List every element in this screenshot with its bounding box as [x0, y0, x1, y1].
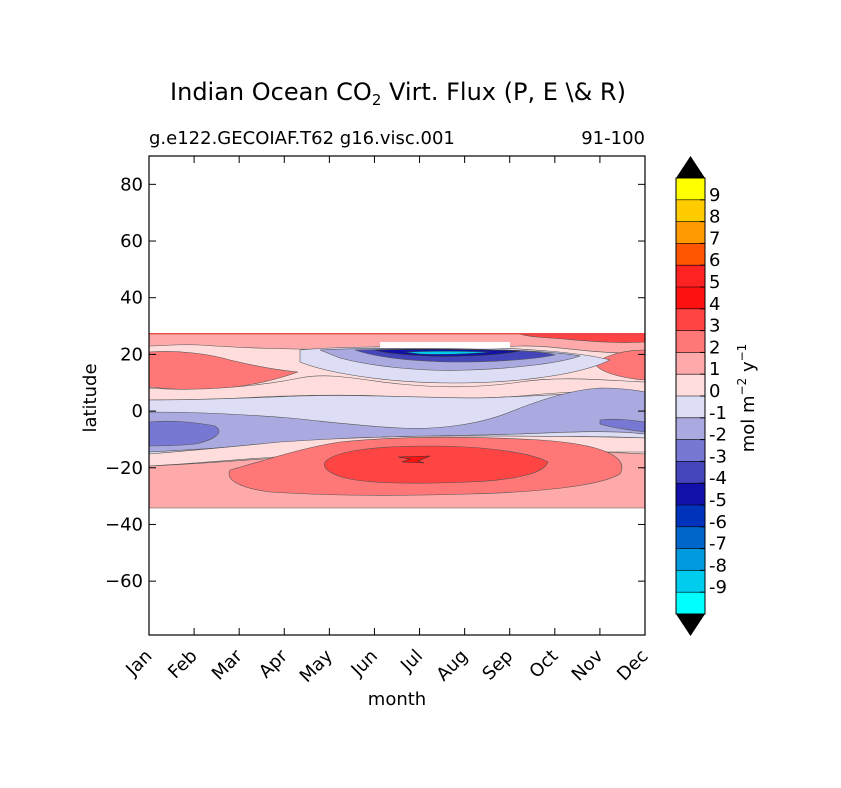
colorbar-tick-label: -4 — [709, 468, 727, 489]
x-tick-label: Jul — [396, 646, 427, 677]
colorbar-tick-label: -2 — [709, 425, 727, 446]
y-tick-label: 20 — [120, 344, 143, 365]
colorbar-tick-label: 7 — [709, 228, 720, 249]
colorbar-tick-label: 6 — [709, 250, 720, 271]
colorbar-swatch — [676, 526, 705, 549]
y-tick-label: −20 — [105, 458, 143, 479]
x-tick-label: May — [296, 645, 337, 686]
colorbar-swatch — [676, 243, 705, 266]
colorbar-swatch — [676, 352, 705, 375]
colorbar-swatch — [676, 287, 705, 310]
colorbar-swatch — [676, 461, 705, 484]
colorbar-tick-label: 0 — [709, 381, 720, 402]
colorbar-tick-label: -8 — [709, 555, 727, 576]
colorbar-swatch — [676, 265, 705, 288]
x-tick-label: Sep — [478, 646, 517, 685]
subtitle-left: g.e122.GECOIAF.T62 g16.visc.001 — [149, 128, 455, 149]
colorbar-swatch — [676, 396, 705, 419]
x-tick-label: Aug — [432, 646, 472, 686]
colorbar-tick-label: 5 — [709, 272, 720, 293]
colorbar-swatch — [676, 439, 705, 462]
y-tick-label: 60 — [120, 231, 143, 252]
y-tick-label: 40 — [120, 288, 143, 309]
colorbar-tick-label: -5 — [709, 490, 727, 511]
colorbar-tick-label: 8 — [709, 207, 720, 228]
x-tick-label: Mar — [208, 645, 247, 684]
x-tick-label: Oct — [525, 646, 562, 683]
x-tick-label: Jan — [121, 646, 156, 681]
monsoon-negative-cyan — [404, 351, 491, 355]
colorbar-swatch — [676, 505, 705, 528]
colorbar-swatch — [676, 417, 705, 440]
colorbar-tick-label: 9 — [709, 185, 720, 206]
equatorial-negative-west — [149, 420, 220, 447]
x-tick-label: Nov — [568, 645, 608, 685]
title-rest: Virt. Flux (P, E \& R) — [381, 78, 626, 106]
colorbar-swatch — [676, 178, 705, 201]
monsoon-white-cap — [380, 342, 510, 348]
y-tick-label: −40 — [105, 514, 143, 535]
colorbar-tick-label: -1 — [709, 403, 727, 424]
colorbar-label-main: mol m — [738, 395, 759, 452]
colorbar-label: mol m−2 y−1 — [735, 344, 759, 453]
colorbar-tick-label: -6 — [709, 512, 727, 533]
plot-area: 80 60 40 20 0 −20 −40 −60 Jan Feb Mar Apr May Jun Jul… — [105, 155, 653, 687]
contour-field — [149, 333, 645, 509]
title-main: Indian Ocean CO — [170, 78, 372, 106]
colorbar-tick-label: -9 — [709, 577, 727, 598]
subtitle-right: 91-100 — [581, 128, 645, 149]
colorbar-swatch — [676, 548, 705, 571]
colorbar-tick-label: -3 — [709, 446, 727, 467]
colorbar-extend-top — [676, 156, 705, 178]
data-top-edge — [149, 333, 645, 335]
colorbar-tick-label: 1 — [709, 359, 720, 380]
colorbar-swatch — [676, 570, 705, 593]
southern-peak — [397, 455, 431, 464]
y-axis: 80 60 40 20 0 −20 −40 −60 — [105, 174, 645, 592]
x-tick-label: Apr — [255, 645, 292, 682]
colorbar-label-exp2: −1 — [735, 344, 749, 362]
x-axis-label: month — [368, 689, 426, 710]
x-tick-label: Dec — [613, 646, 652, 685]
colorbar-swatch — [676, 221, 705, 244]
colorbar-label-mid: y — [738, 361, 759, 378]
colorbar-tick-label: 3 — [709, 316, 720, 337]
y-tick-label: 80 — [120, 174, 143, 195]
pink-band — [149, 375, 645, 401]
colorbar-tick-label: -7 — [709, 534, 727, 555]
colorbar-swatch — [676, 330, 705, 353]
north-edge-strong — [519, 333, 645, 343]
colorbar-swatch — [676, 592, 705, 615]
y-tick-label: −60 — [105, 571, 143, 592]
colorbar-label-exp1: −2 — [735, 378, 749, 396]
x-tick-label: Jun — [347, 646, 382, 681]
colorbar-swatch — [676, 308, 705, 331]
colorbar-extend-bottom — [676, 614, 705, 636]
x-tick-label: Feb — [164, 646, 201, 683]
colorbar-tick-label: 2 — [709, 337, 720, 358]
plot-frame — [148, 155, 646, 636]
southern-core — [324, 445, 549, 484]
title-subscript: 2 — [372, 91, 382, 109]
y-tick-label: 0 — [132, 401, 143, 422]
colorbar-swatch — [676, 483, 705, 506]
equatorial-negative-east — [599, 418, 645, 433]
colorbar-tick-label: 4 — [709, 294, 720, 315]
colorbar-swatch — [676, 374, 705, 397]
y-axis-label: latitude — [80, 363, 101, 432]
colorbar-swatch — [676, 199, 705, 222]
chart-title: Indian Ocean CO2 Virt. Flux (P, E \& R) — [170, 78, 626, 109]
